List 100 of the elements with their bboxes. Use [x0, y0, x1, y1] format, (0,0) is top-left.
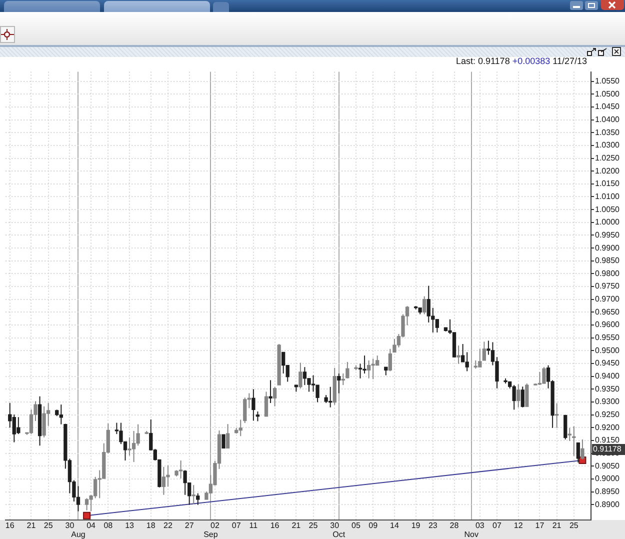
y-tick-label: 0.9650 — [595, 307, 620, 316]
x2-tick-label: Oct — [332, 530, 346, 539]
candlestick — [76, 486, 80, 512]
y-tick-label: 0.9050 — [595, 461, 620, 470]
candlestick — [346, 361, 350, 379]
y-tick-label: 0.9750 — [595, 282, 620, 291]
x-tick-label: 09 — [368, 521, 378, 530]
x-tick-label: 16 — [5, 521, 15, 530]
x-tick-label: 18 — [146, 521, 156, 530]
y-tick-label: 1.0550 — [595, 76, 620, 86]
candlestick — [302, 366, 307, 386]
candlestick — [252, 388, 256, 422]
y-tick-label: 0.9350 — [595, 384, 620, 394]
candlestick — [456, 345, 460, 364]
x-tick-label: 08 — [104, 521, 114, 530]
candlestick — [298, 362, 302, 389]
y-tick-label: 1.0200 — [595, 166, 620, 176]
y-tick-label: 0.8950 — [595, 486, 620, 496]
x-tick-label: 07 — [232, 521, 242, 530]
candlestick — [426, 285, 430, 323]
x2-tick-label: Nov — [464, 530, 478, 539]
x-tick-label: 13 — [125, 521, 135, 530]
y-tick-label: 1.0150 — [595, 179, 620, 188]
candlestick — [222, 434, 226, 448]
candlestick — [178, 460, 183, 479]
x-tick-label: 16 — [270, 521, 280, 530]
y-tick-label: 0.9900 — [595, 243, 620, 252]
y-tick-label: 0.8900 — [595, 500, 620, 509]
y-tick-label: 1.0450 — [595, 102, 620, 112]
candlestick — [183, 470, 187, 496]
y-tick-label: 0.9550 — [595, 333, 620, 342]
candlestick — [366, 360, 371, 379]
candlestick — [16, 416, 20, 435]
x-tick-label: 23 — [428, 521, 438, 530]
x2-tick-label: Sep — [204, 530, 218, 539]
y-tick-label: 1.0100 — [595, 192, 620, 201]
candlestick — [226, 424, 230, 449]
candlestick — [337, 373, 341, 394]
x-tick-label: 04 — [86, 521, 96, 530]
candlestick — [162, 466, 166, 496]
y-tick-label: 0.9400 — [595, 372, 620, 381]
candlestick — [388, 348, 392, 372]
x-tick-label: 27 — [184, 521, 194, 530]
candlestick — [362, 355, 366, 374]
candlestick — [12, 414, 16, 443]
candlestick — [196, 492, 200, 506]
x-tick-label: 19 — [411, 521, 421, 530]
y-tick-label: 1.0300 — [595, 140, 620, 150]
candlestick — [520, 386, 524, 408]
y-tick-label: 0.9000 — [595, 474, 620, 484]
x-tick-label: 21 — [292, 521, 302, 530]
x-tick-label: 22 — [164, 521, 173, 530]
annotation: 0.91178 — [593, 444, 622, 454]
candlestick — [84, 498, 89, 511]
x-tick-label: 03 — [475, 521, 485, 530]
candlestick — [272, 386, 277, 407]
x-tick-label: 11 — [249, 521, 258, 530]
candlestick — [282, 352, 286, 374]
y-tick-label: 1.0350 — [595, 128, 620, 137]
candlestick — [243, 397, 247, 424]
candlestick — [128, 436, 132, 456]
text: Last: 0.91178 +0.00383 11/27/13 — [456, 56, 587, 66]
x-tick-label: 25 — [569, 521, 579, 530]
candlestick — [435, 318, 440, 333]
x-tick-label: 17 — [535, 521, 545, 530]
candlestick — [542, 366, 546, 384]
candlestick — [525, 383, 529, 408]
x-tick-label: 30 — [65, 521, 75, 530]
candlestick — [564, 414, 568, 440]
x-tick-label: 25 — [44, 521, 54, 530]
x-tick-label: 02 — [210, 521, 220, 530]
y-tick-label: 0.9300 — [595, 397, 620, 406]
x-tick-label: 25 — [308, 521, 318, 530]
x-tick-label: 12 — [514, 521, 524, 530]
x2-tick-label: Aug — [71, 530, 86, 539]
candlestick — [422, 296, 426, 315]
x-tick-label: 30 — [330, 521, 340, 530]
candlestick — [576, 442, 580, 464]
y-tick-label: 1.0400 — [595, 114, 620, 124]
y-tick-label: 1.0000 — [595, 218, 620, 227]
candlestick — [512, 384, 516, 410]
candlestick — [264, 391, 268, 417]
x-tick-label: 05 — [352, 521, 361, 530]
y-tick-label: 0.9250 — [595, 410, 620, 420]
candlestick — [516, 384, 520, 408]
x-tick-label: 21 — [26, 521, 36, 530]
x-tick-label: 28 — [450, 521, 460, 530]
y-tick-label: 0.9450 — [595, 358, 620, 368]
y-tick-label: 1.0250 — [595, 153, 620, 162]
candlestick — [371, 358, 375, 380]
candlestick — [132, 430, 136, 463]
y-tick-label: 0.9700 — [595, 294, 620, 304]
y-tick-label: 0.9800 — [595, 268, 620, 278]
candlestick — [478, 348, 482, 368]
x-tick-label: 21 — [552, 521, 562, 530]
candlestick — [392, 338, 396, 353]
candlestick — [42, 406, 46, 438]
y-tick-label: 0.9150 — [595, 436, 620, 445]
y-tick-label: 0.9850 — [595, 256, 620, 266]
y-tick-label: 1.0500 — [595, 89, 620, 98]
